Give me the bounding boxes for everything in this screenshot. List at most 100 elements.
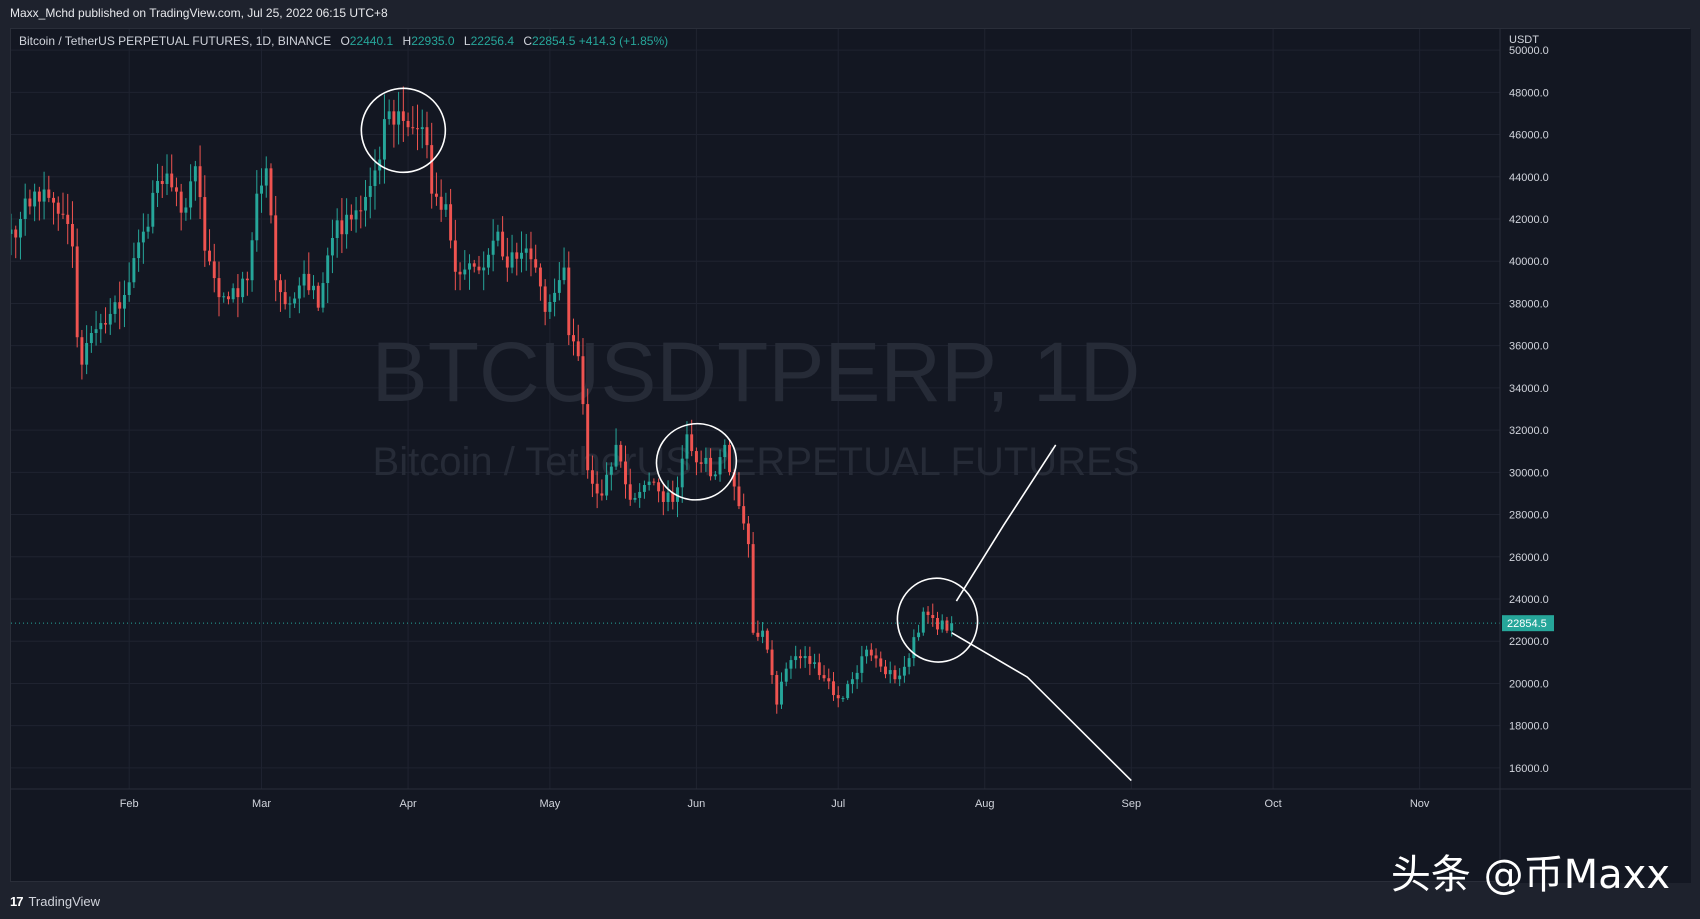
candle-body <box>326 255 330 284</box>
candle-body <box>694 451 698 463</box>
candle <box>865 645 869 664</box>
candle <box>855 665 859 689</box>
candle <box>888 661 892 684</box>
candle-body <box>349 214 353 220</box>
symbol-title: Bitcoin / TetherUS PERPETUAL FUTURES, 1D… <box>19 34 332 48</box>
time-tick-label: May <box>539 798 560 810</box>
candle-body <box>803 656 807 659</box>
candle <box>817 653 821 680</box>
candle <box>406 112 410 137</box>
candle-body <box>931 614 935 618</box>
price-tick-label: 48000.0 <box>1509 87 1549 99</box>
candle-body <box>245 278 249 281</box>
price-tick-label: 26000.0 <box>1509 552 1549 564</box>
candle-body <box>217 278 221 298</box>
candle <box>931 603 935 627</box>
candle <box>784 662 788 687</box>
candle <box>477 255 481 275</box>
candle-body <box>572 335 575 342</box>
candle <box>368 167 372 219</box>
candle <box>264 156 268 198</box>
candle <box>638 483 642 508</box>
candle <box>704 447 708 472</box>
candle-body <box>912 637 916 659</box>
candle-body <box>676 487 679 502</box>
candle-body <box>70 223 74 247</box>
time-tick-label: Feb <box>120 798 139 810</box>
candle <box>789 655 793 679</box>
candle-body <box>822 675 826 679</box>
candle-body <box>553 292 557 302</box>
price-chart[interactable]: BTCUSDTPERP, 1D Bitcoin / TetherUS PERPE… <box>11 29 1691 883</box>
candle-body <box>680 458 684 488</box>
candle <box>940 614 944 633</box>
candle <box>312 275 315 300</box>
candle <box>18 211 22 260</box>
candle-body <box>586 404 590 471</box>
publish-info: Maxx_Mchd published on TradingView.com, … <box>10 6 388 20</box>
candle <box>595 471 599 509</box>
annotation-circle <box>896 577 979 663</box>
candle-body <box>926 611 930 615</box>
time-tick-label: Sep <box>1122 798 1142 810</box>
candle <box>562 247 566 285</box>
candle <box>751 532 755 635</box>
candle <box>269 163 273 224</box>
candle <box>293 292 297 309</box>
candle <box>425 111 429 159</box>
candle-body <box>316 285 320 308</box>
candle <box>657 478 661 503</box>
chart-frame[interactable]: BTCUSDTPERP, 1D Bitcoin / TetherUS PERPE… <box>10 28 1691 883</box>
candle <box>827 668 831 690</box>
candle <box>193 160 197 201</box>
candle-body <box>302 273 306 286</box>
time-tick-label: Jun <box>688 798 706 810</box>
candle <box>453 219 457 291</box>
candle <box>926 606 930 624</box>
candle <box>444 192 448 218</box>
candle-body <box>638 491 642 498</box>
candle <box>288 296 292 318</box>
candle-body <box>255 193 259 241</box>
candle-body <box>794 656 798 661</box>
candle <box>108 298 112 335</box>
candle-body <box>945 620 949 631</box>
candle-body <box>798 656 802 659</box>
candle <box>349 204 353 231</box>
candle <box>529 231 533 277</box>
candle-body <box>193 166 197 182</box>
candle <box>694 447 698 476</box>
candle <box>666 480 670 512</box>
candle-body <box>813 662 817 664</box>
candle-body <box>434 193 438 197</box>
candle-body <box>56 202 60 214</box>
candle-body <box>614 444 618 467</box>
candle-body <box>392 111 396 125</box>
candle-body <box>151 192 155 227</box>
candle-body <box>321 283 325 308</box>
change-value: +414.3 (+1.85%) <box>578 34 669 48</box>
candle-body <box>482 267 486 271</box>
candle <box>151 180 155 234</box>
candle <box>515 242 519 276</box>
candle <box>718 449 722 482</box>
candle-body <box>28 198 32 207</box>
last-price-badge-bg <box>1502 615 1554 632</box>
candle-body <box>491 240 495 255</box>
candle <box>869 643 873 662</box>
time-tick-label: Oct <box>1265 798 1282 810</box>
candle <box>723 439 727 469</box>
candle-body <box>510 252 514 268</box>
candle <box>609 462 613 491</box>
candle-body <box>704 457 708 464</box>
price-tick-label: 44000.0 <box>1509 172 1549 184</box>
time-axis: Feb Mar Apr May Jun Jul Aug Sep Oct Nov <box>120 798 1430 810</box>
price-tick-label: 28000.0 <box>1509 510 1549 522</box>
price-tick-label: 16000.0 <box>1509 763 1549 775</box>
annotation-up-line <box>955 444 1057 602</box>
candle <box>212 243 216 293</box>
candle-body <box>174 187 178 192</box>
price-axis-bg <box>1500 29 1691 883</box>
candle <box>89 325 93 353</box>
brand-watermark: 头条 @币Maxx <box>1390 852 1670 898</box>
